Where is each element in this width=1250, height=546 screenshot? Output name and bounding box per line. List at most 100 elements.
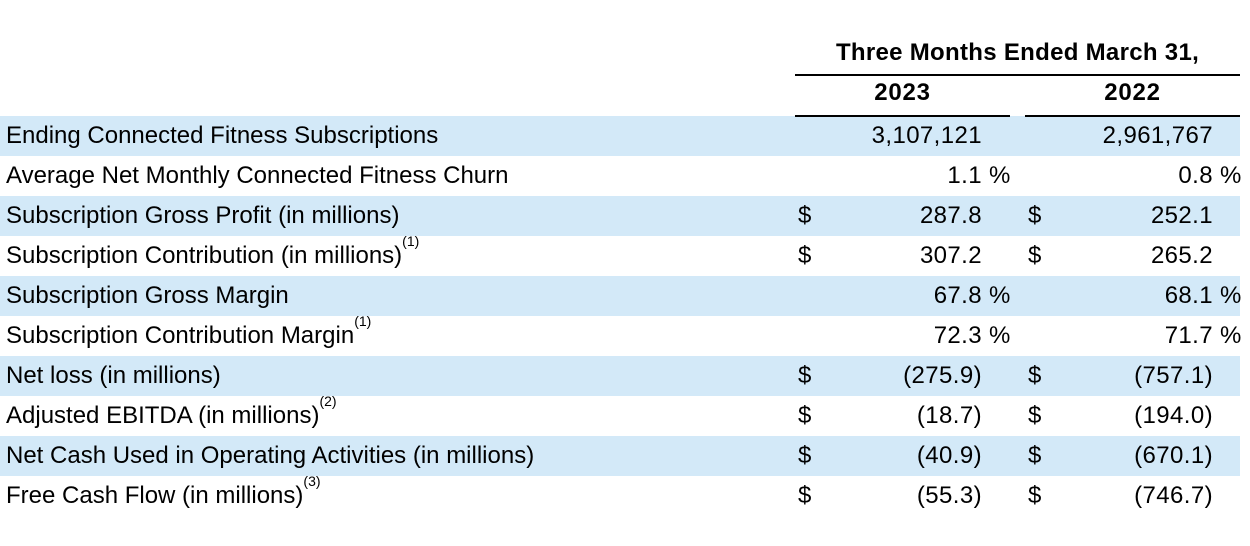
footnote-ref: (3): [303, 473, 321, 490]
table-row: Adjusted EBITDA (in millions)(2) $ (18.7…: [0, 393, 1240, 436]
table-row: Net loss (in millions) $ (275.9) $ (757.…: [0, 356, 1241, 396]
dollar-sign-2023: [795, 116, 817, 156]
percent-sign-2022: %: [1220, 161, 1242, 189]
dollar-sign-2022: $: [1028, 401, 1042, 429]
percent-sign-2023: %: [982, 276, 1010, 316]
year-header-row: 2023 2022: [0, 75, 1241, 117]
dollar-sign-2023: [795, 316, 817, 356]
header-spacer: [0, 0, 795, 75]
percent-sign-2022: [1213, 236, 1240, 276]
column-gap: [1010, 116, 1025, 156]
column-gap: [1010, 476, 1025, 516]
dollar-sign-2022: $: [1025, 436, 1047, 476]
value-2023: (55.3): [916, 481, 982, 509]
percent-sign-2022: [1213, 356, 1241, 396]
percent-sign-2023: [982, 476, 1010, 516]
dollar-sign-2022: [1025, 156, 1047, 196]
value-2022: 68.1: [1047, 276, 1213, 316]
dollar-sign-2022: [1025, 276, 1047, 316]
header-spacer: [0, 75, 795, 116]
column-gap: [1010, 156, 1025, 196]
dollar-sign-2023: $: [798, 481, 812, 509]
column-gap: [1010, 396, 1025, 436]
percent-sign-2022: [1213, 476, 1240, 516]
row-label-text: Adjusted EBITDA (in millions): [6, 402, 320, 430]
value-2022: (670.1): [1047, 436, 1213, 476]
percent-sign-2023: [982, 396, 1010, 436]
percent-sign-2022: [1213, 396, 1240, 436]
percent-sign-2023: [982, 436, 1010, 476]
value-2022: 71.7: [1164, 321, 1213, 349]
value-2023: (18.7): [916, 401, 982, 429]
row-label: Subscription Gross Profit (in millions): [0, 196, 795, 236]
financial-metrics-table: Three Months Ended March 31, 2023 2022 E…: [0, 0, 1242, 516]
dollar-sign-2023: $: [795, 436, 817, 476]
dollar-sign-2023: $: [795, 196, 817, 236]
year-header-2022: 2022: [1025, 75, 1241, 117]
row-label-text: Net Cash Used in Operating Activities (i…: [6, 442, 535, 470]
row-label-text: Subscription Contribution Margin: [6, 322, 355, 350]
dollar-sign-2022: $: [1025, 196, 1047, 236]
percent-sign-2022: %: [1220, 321, 1242, 349]
table-row: Subscription Gross Margin 67.8 % 68.1 %: [0, 276, 1241, 316]
value-2023: (275.9): [817, 356, 982, 396]
value-2023: 72.3: [933, 321, 982, 349]
table-row: Free Cash Flow (in millions)(3) $ (55.3)…: [0, 473, 1240, 516]
column-gap: [1010, 356, 1025, 396]
percent-sign-2023: %: [989, 321, 1011, 349]
percent-sign-2022: [1213, 436, 1241, 476]
value-2022: (757.1): [1047, 356, 1213, 396]
year-header-2023: 2023: [795, 75, 1010, 117]
dollar-sign-2023: $: [798, 401, 812, 429]
percent-sign-2023: [982, 236, 1010, 276]
percent-sign-2022: %: [1213, 276, 1241, 316]
row-label: Subscription Contribution Margin(1): [0, 313, 795, 356]
footnote-ref: (2): [319, 393, 337, 410]
row-label: Subscription Gross Margin: [0, 276, 795, 316]
percent-sign-2023: %: [989, 161, 1011, 189]
footnote-ref: (1): [354, 313, 372, 330]
row-label: Adjusted EBITDA (in millions)(2): [0, 393, 795, 436]
table-row: Average Net Monthly Connected Fitness Ch…: [0, 156, 1242, 196]
dollar-sign-2022: $: [1028, 481, 1042, 509]
table-row: Net Cash Used in Operating Activities (i…: [0, 436, 1241, 476]
dollar-sign-2022: [1025, 316, 1047, 356]
column-gap: [1010, 436, 1025, 476]
column-gap: [1010, 276, 1025, 316]
dollar-sign-2023: $: [798, 241, 812, 269]
column-gap: [1010, 75, 1025, 116]
row-label: Ending Connected Fitness Subscriptions: [0, 116, 795, 156]
table-row: Subscription Contribution Margin(1) 72.3…: [0, 313, 1242, 356]
row-label-text: Free Cash Flow (in millions): [6, 482, 304, 510]
row-label: Average Net Monthly Connected Fitness Ch…: [0, 156, 795, 196]
value-2022: (194.0): [1134, 401, 1213, 429]
value-2022: 252.1: [1047, 196, 1213, 236]
value-2022: (746.7): [1134, 481, 1213, 509]
value-2023: (40.9): [817, 436, 982, 476]
row-label-text: Net loss (in millions): [6, 362, 221, 390]
period-header-row: Three Months Ended March 31,: [0, 0, 1241, 76]
percent-sign-2023: [982, 116, 1010, 156]
dollar-sign-2023: $: [795, 356, 817, 396]
dollar-sign-2023: [795, 276, 817, 316]
row-label-text: Average Net Monthly Connected Fitness Ch…: [6, 162, 509, 190]
row-label: Net Cash Used in Operating Activities (i…: [0, 436, 795, 476]
row-label-text: Subscription Gross Profit (in millions): [6, 202, 400, 230]
dollar-sign-2022: $: [1028, 241, 1042, 269]
value-2023: 287.8: [817, 196, 982, 236]
row-label: Subscription Contribution (in millions)(…: [0, 233, 795, 276]
table-row: Subscription Gross Profit (in millions) …: [0, 196, 1241, 236]
value-2022: 0.8: [1178, 161, 1213, 189]
value-2023: 1.1: [947, 161, 982, 189]
percent-sign-2023: [982, 196, 1010, 236]
dollar-sign-2022: [1025, 116, 1047, 156]
footnote-ref: (1): [402, 233, 420, 250]
value-2022: 265.2: [1150, 241, 1213, 269]
percent-sign-2022: [1213, 116, 1241, 156]
period-header: Three Months Ended March 31,: [795, 0, 1241, 76]
dollar-sign-2023: [795, 156, 817, 196]
table-row: Ending Connected Fitness Subscriptions 3…: [0, 116, 1241, 156]
row-label: Free Cash Flow (in millions)(3): [0, 473, 795, 516]
table-row: Subscription Contribution (in millions)(…: [0, 233, 1240, 276]
value-2022: 2,961,767: [1047, 116, 1213, 156]
